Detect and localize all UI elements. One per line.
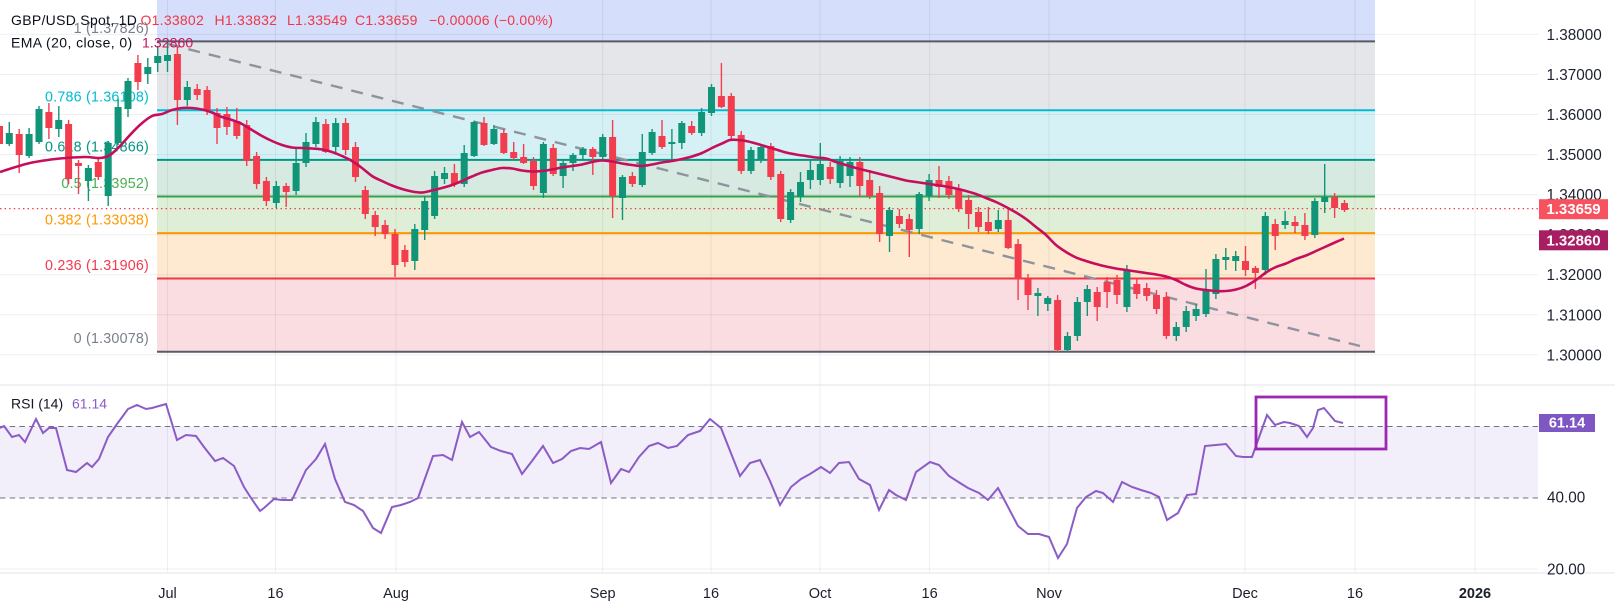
svg-text:0.618 (1.34866): 0.618 (1.34866) [45,139,149,155]
svg-text:16: 16 [703,586,719,602]
svg-text:20.00: 20.00 [1547,562,1585,579]
svg-text:0.382 (1.33038): 0.382 (1.33038) [45,213,149,229]
svg-text:Sep: Sep [590,586,616,602]
svg-text:Dec: Dec [1232,586,1258,602]
svg-text:Jul: Jul [158,586,177,602]
svg-text:1.32860: 1.32860 [1546,232,1600,249]
svg-text:1.37000: 1.37000 [1547,67,1602,84]
svg-text:40.00: 40.00 [1547,490,1585,507]
svg-text:1.32000: 1.32000 [1547,267,1602,284]
svg-text:1.32860: 1.32860 [142,35,193,51]
svg-text:61.14: 61.14 [1549,416,1585,432]
svg-text:C1.33659: C1.33659 [355,12,418,28]
svg-text:0.786 (1.36108): 0.786 (1.36108) [45,90,149,106]
svg-text:0.236 (1.31906): 0.236 (1.31906) [45,258,149,274]
svg-text:EMA (20, close, 0): EMA (20, close, 0) [11,35,133,51]
svg-text:16: 16 [267,586,283,602]
svg-text:16: 16 [1347,586,1363,602]
svg-text:1.33659: 1.33659 [1546,201,1600,218]
svg-text:1.36000: 1.36000 [1547,107,1602,124]
svg-text:GBP/USD Spot, 1D: GBP/USD Spot, 1D [11,12,137,28]
svg-text:RSI (14): RSI (14) [11,396,63,412]
svg-text:1.30000: 1.30000 [1547,347,1602,364]
svg-text:1.35000: 1.35000 [1547,147,1602,164]
svg-text:2026: 2026 [1459,586,1491,602]
svg-text:1.38000: 1.38000 [1547,27,1602,44]
svg-text:61.14: 61.14 [72,396,107,412]
svg-text:−0.00006 (−0.00%): −0.00006 (−0.00%) [429,12,553,28]
svg-text:O1.33802: O1.33802 [141,12,205,28]
svg-text:16: 16 [922,586,938,602]
svg-text:1 (1.37826): 1 (1.37826) [74,21,149,37]
svg-text:Oct: Oct [809,586,832,602]
svg-text:Aug: Aug [383,586,409,602]
svg-text:Nov: Nov [1036,586,1063,602]
svg-text:0 (1.30078): 0 (1.30078) [74,331,149,347]
svg-text:1.31000: 1.31000 [1547,307,1602,324]
svg-text:H1.33832: H1.33832 [215,12,278,28]
svg-text:L1.33549: L1.33549 [287,12,347,28]
